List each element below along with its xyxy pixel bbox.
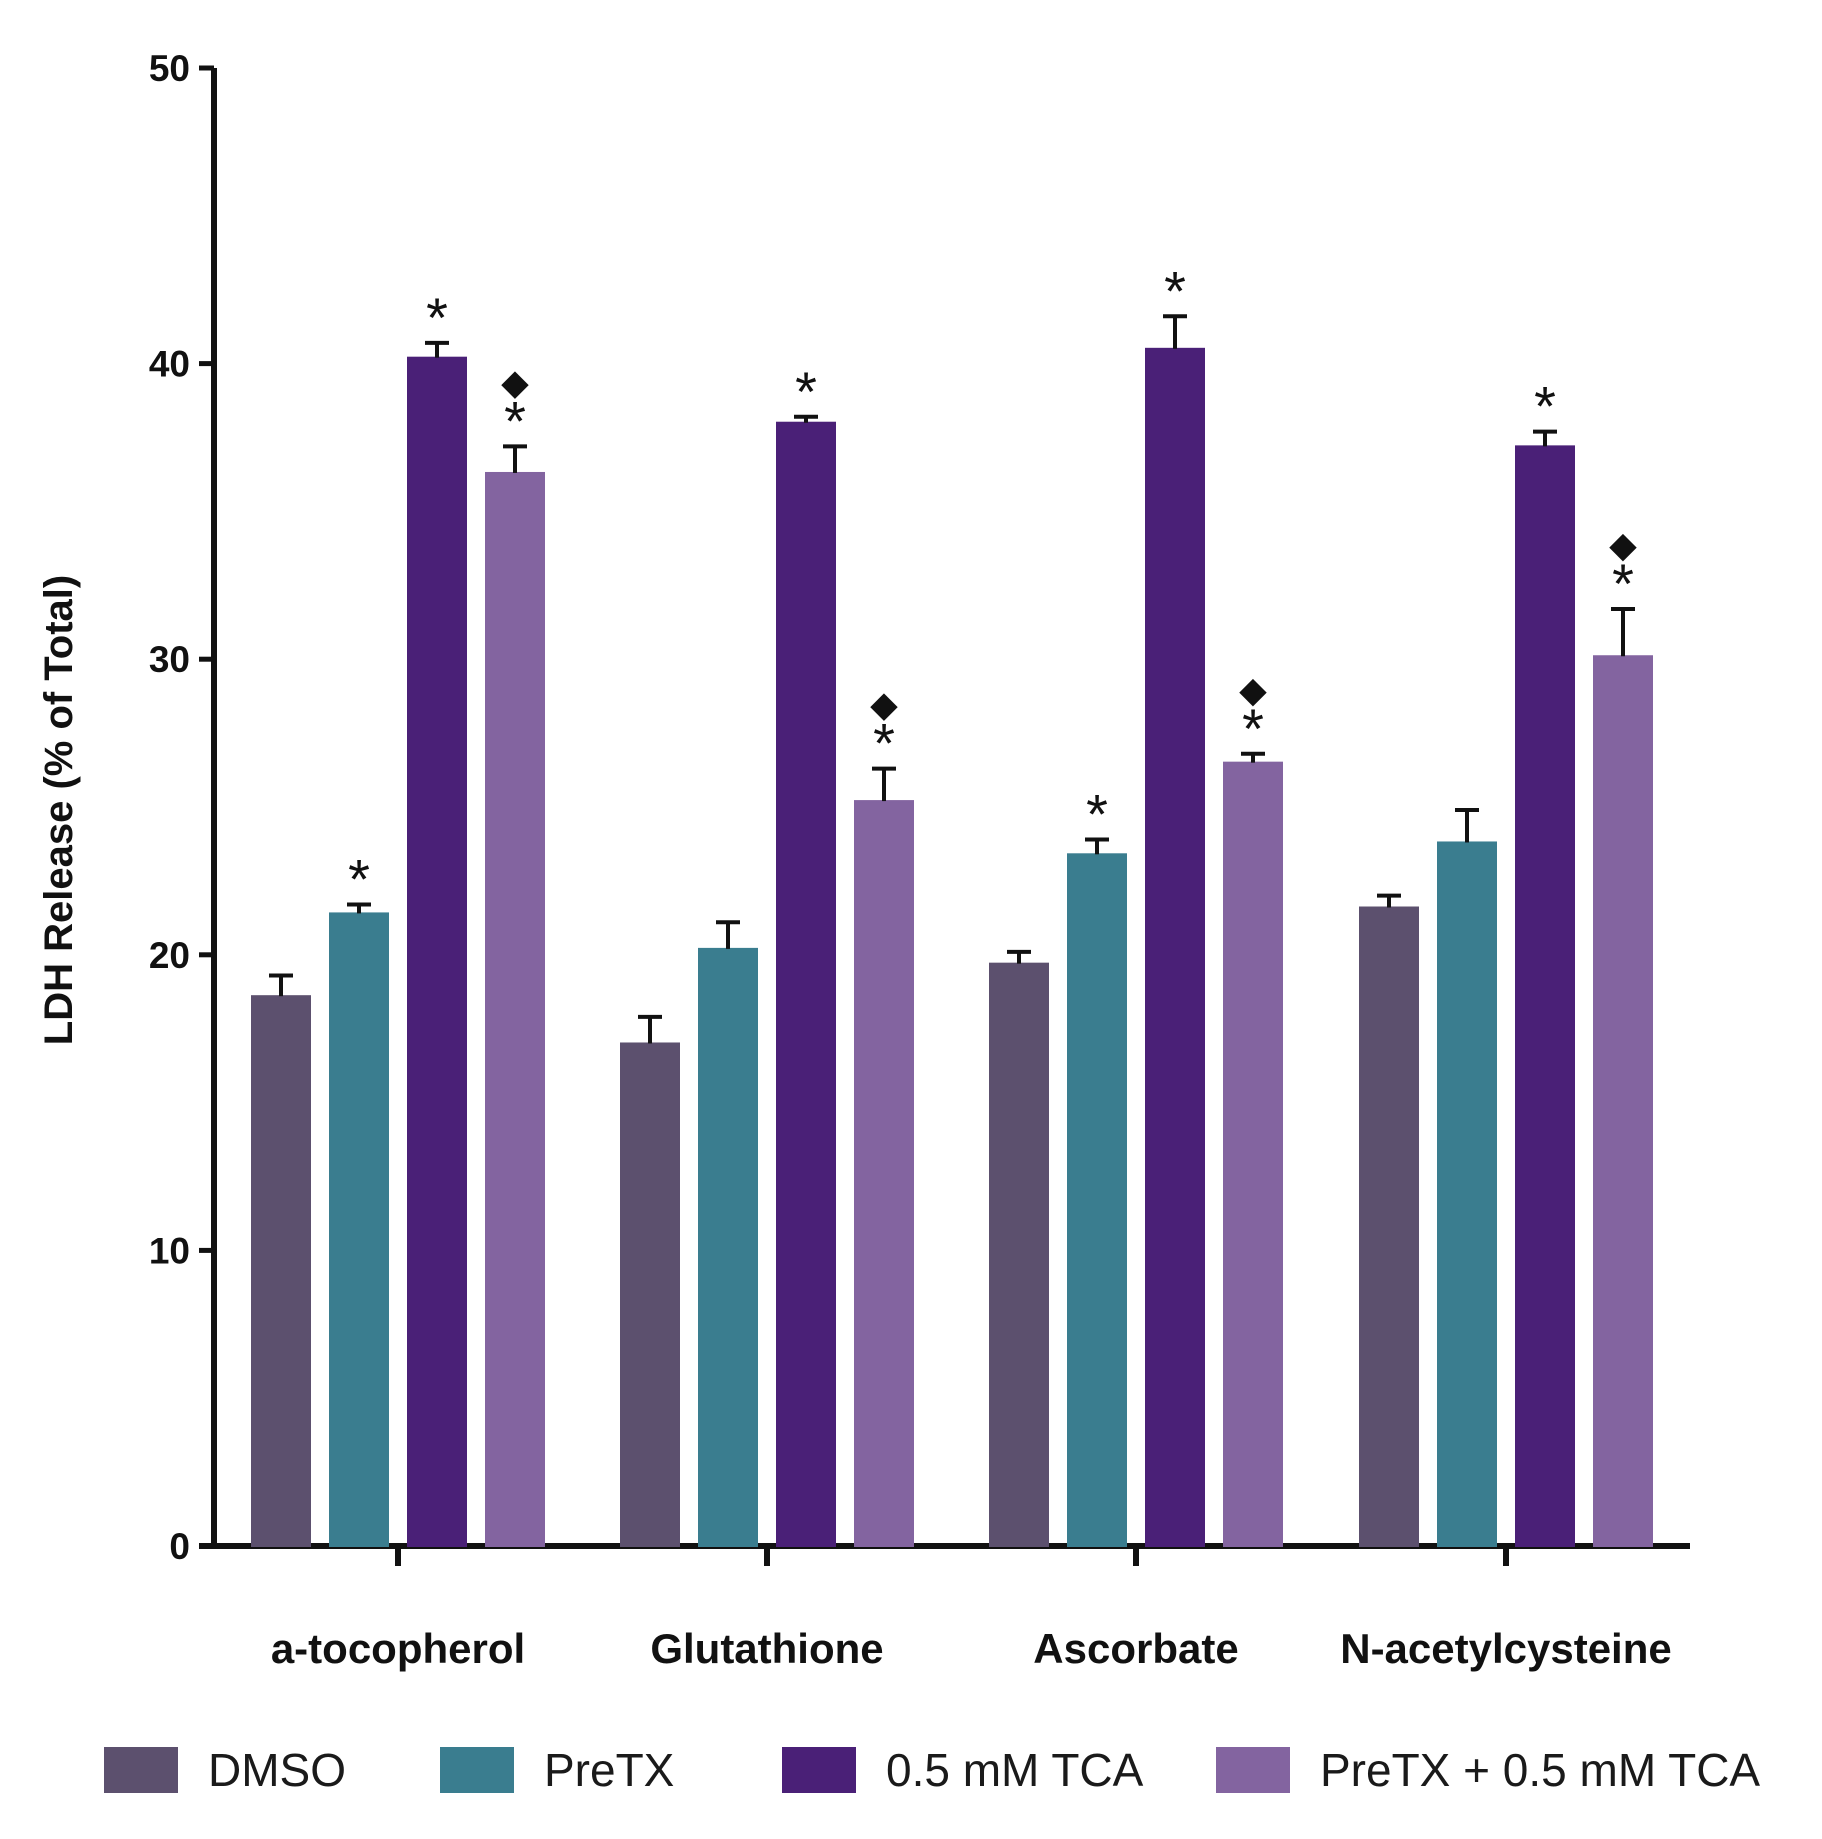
bar-dmso-n-acetylcysteine <box>1359 906 1419 1547</box>
legend-item-dmso: DMSO <box>104 1735 346 1805</box>
legend-label-dmso: DMSO <box>208 1744 346 1796</box>
legend-swatch-dmso <box>104 1747 178 1793</box>
significance-star-0-5-mm-tca-ascorbate: * <box>1164 259 1186 322</box>
legend-label-pretx-tca: PreTX + 0.5 mM TCA <box>1320 1744 1761 1796</box>
significance-star-pretx-a-tocopherol: * <box>348 848 370 911</box>
y-tick-label-20: 20 <box>149 935 190 976</box>
significance-star-pretx-0-5-mm-tca-ascorbate: * <box>1242 697 1264 760</box>
significance-star-pretx-0-5-mm-tca-n-acetylcysteine: * <box>1612 552 1634 615</box>
y-tick-label-0: 0 <box>169 1526 190 1567</box>
significance-diamond-pretx-0-5-mm-tca-ascorbate: ◆ <box>1239 669 1267 710</box>
significance-diamond-pretx-0-5-mm-tca-glutathione: ◆ <box>870 684 898 725</box>
y-ticks: 0 10 20 30 40 50 <box>149 48 214 1567</box>
x-tick-label-glutathione: Glutathione <box>650 1625 883 1672</box>
bar-pretx-0-5-mm-tca-ascorbate <box>1223 761 1283 1547</box>
x-ticks: a-tocopherol Glutathione Ascorbate N-acetyl… <box>271 1546 1672 1672</box>
bar-dmso-glutathione <box>620 1042 680 1547</box>
legend-label-tca: 0.5 mM TCA <box>886 1744 1144 1796</box>
y-tick-label-10: 10 <box>149 1230 190 1271</box>
bar-pretx-a-tocopherol <box>329 912 389 1547</box>
x-tick-label-ascorbate: Ascorbate <box>1033 1625 1238 1672</box>
significance-star-pretx-0-5-mm-tca-a-tocopherol: * <box>504 389 526 452</box>
bar-pretx-0-5-mm-tca-a-tocopherol <box>485 471 545 1547</box>
significance-diamond-pretx-0-5-mm-tca-n-acetylcysteine: ◆ <box>1609 524 1637 565</box>
legend-item-pretx-tca: PreTX + 0.5 mM TCA <box>1216 1735 1760 1805</box>
bar-pretx-glutathione <box>698 947 758 1547</box>
legend-swatch-pretx <box>440 1747 514 1793</box>
y-tick-label-40: 40 <box>149 344 190 385</box>
bar-pretx-ascorbate <box>1067 853 1127 1547</box>
bar-0-5-mm-tca-a-tocopherol <box>407 356 467 1547</box>
significance-star-0-5-mm-tca-n-acetylcysteine: * <box>1534 375 1556 438</box>
x-tick-label-n-acetylcysteine: N-acetylcysteine <box>1340 1625 1672 1672</box>
x-tick-label-a-tocopherol: a-tocopherol <box>271 1625 525 1672</box>
legend-swatch-pretx-tca <box>1216 1747 1290 1793</box>
y-axis-label: LDH Release (% of Total) <box>37 575 81 1045</box>
bar-0-5-mm-tca-glutathione <box>776 421 836 1548</box>
bar-dmso-a-tocopherol <box>251 995 311 1547</box>
legend-item-tca: 0.5 mM TCA <box>782 1735 1143 1805</box>
y-tick-label-30: 30 <box>149 639 190 680</box>
legend-swatch-tca <box>782 1747 856 1793</box>
legend: DMSO PreTX 0.5 mM TCA PreTX + 0.5 mM TCA <box>0 1735 1822 1805</box>
significance-star-pretx-0-5-mm-tca-glutathione: * <box>873 712 895 775</box>
significance-star-pretx-ascorbate: * <box>1086 783 1108 846</box>
bar-0-5-mm-tca-ascorbate <box>1145 347 1205 1548</box>
significance-star-0-5-mm-tca-a-tocopherol: * <box>426 286 448 349</box>
significance-star-0-5-mm-tca-glutathione: * <box>795 360 817 423</box>
bar-0-5-mm-tca-n-acetylcysteine <box>1515 445 1575 1547</box>
bar-pretx-0-5-mm-tca-glutathione <box>854 800 914 1547</box>
bar-pretx-n-acetylcysteine <box>1437 841 1497 1547</box>
legend-item-pretx: PreTX <box>440 1735 674 1805</box>
bar-pretx-0-5-mm-tca-n-acetylcysteine <box>1593 655 1653 1547</box>
significance-diamond-pretx-0-5-mm-tca-a-tocopherol: ◆ <box>501 361 529 402</box>
y-tick-label-50: 50 <box>149 48 190 89</box>
bar-dmso-ascorbate <box>989 962 1049 1547</box>
bars: *******◆*◆ *◆*◆ <box>251 259 1653 1548</box>
legend-label-pretx: PreTX <box>544 1744 675 1796</box>
